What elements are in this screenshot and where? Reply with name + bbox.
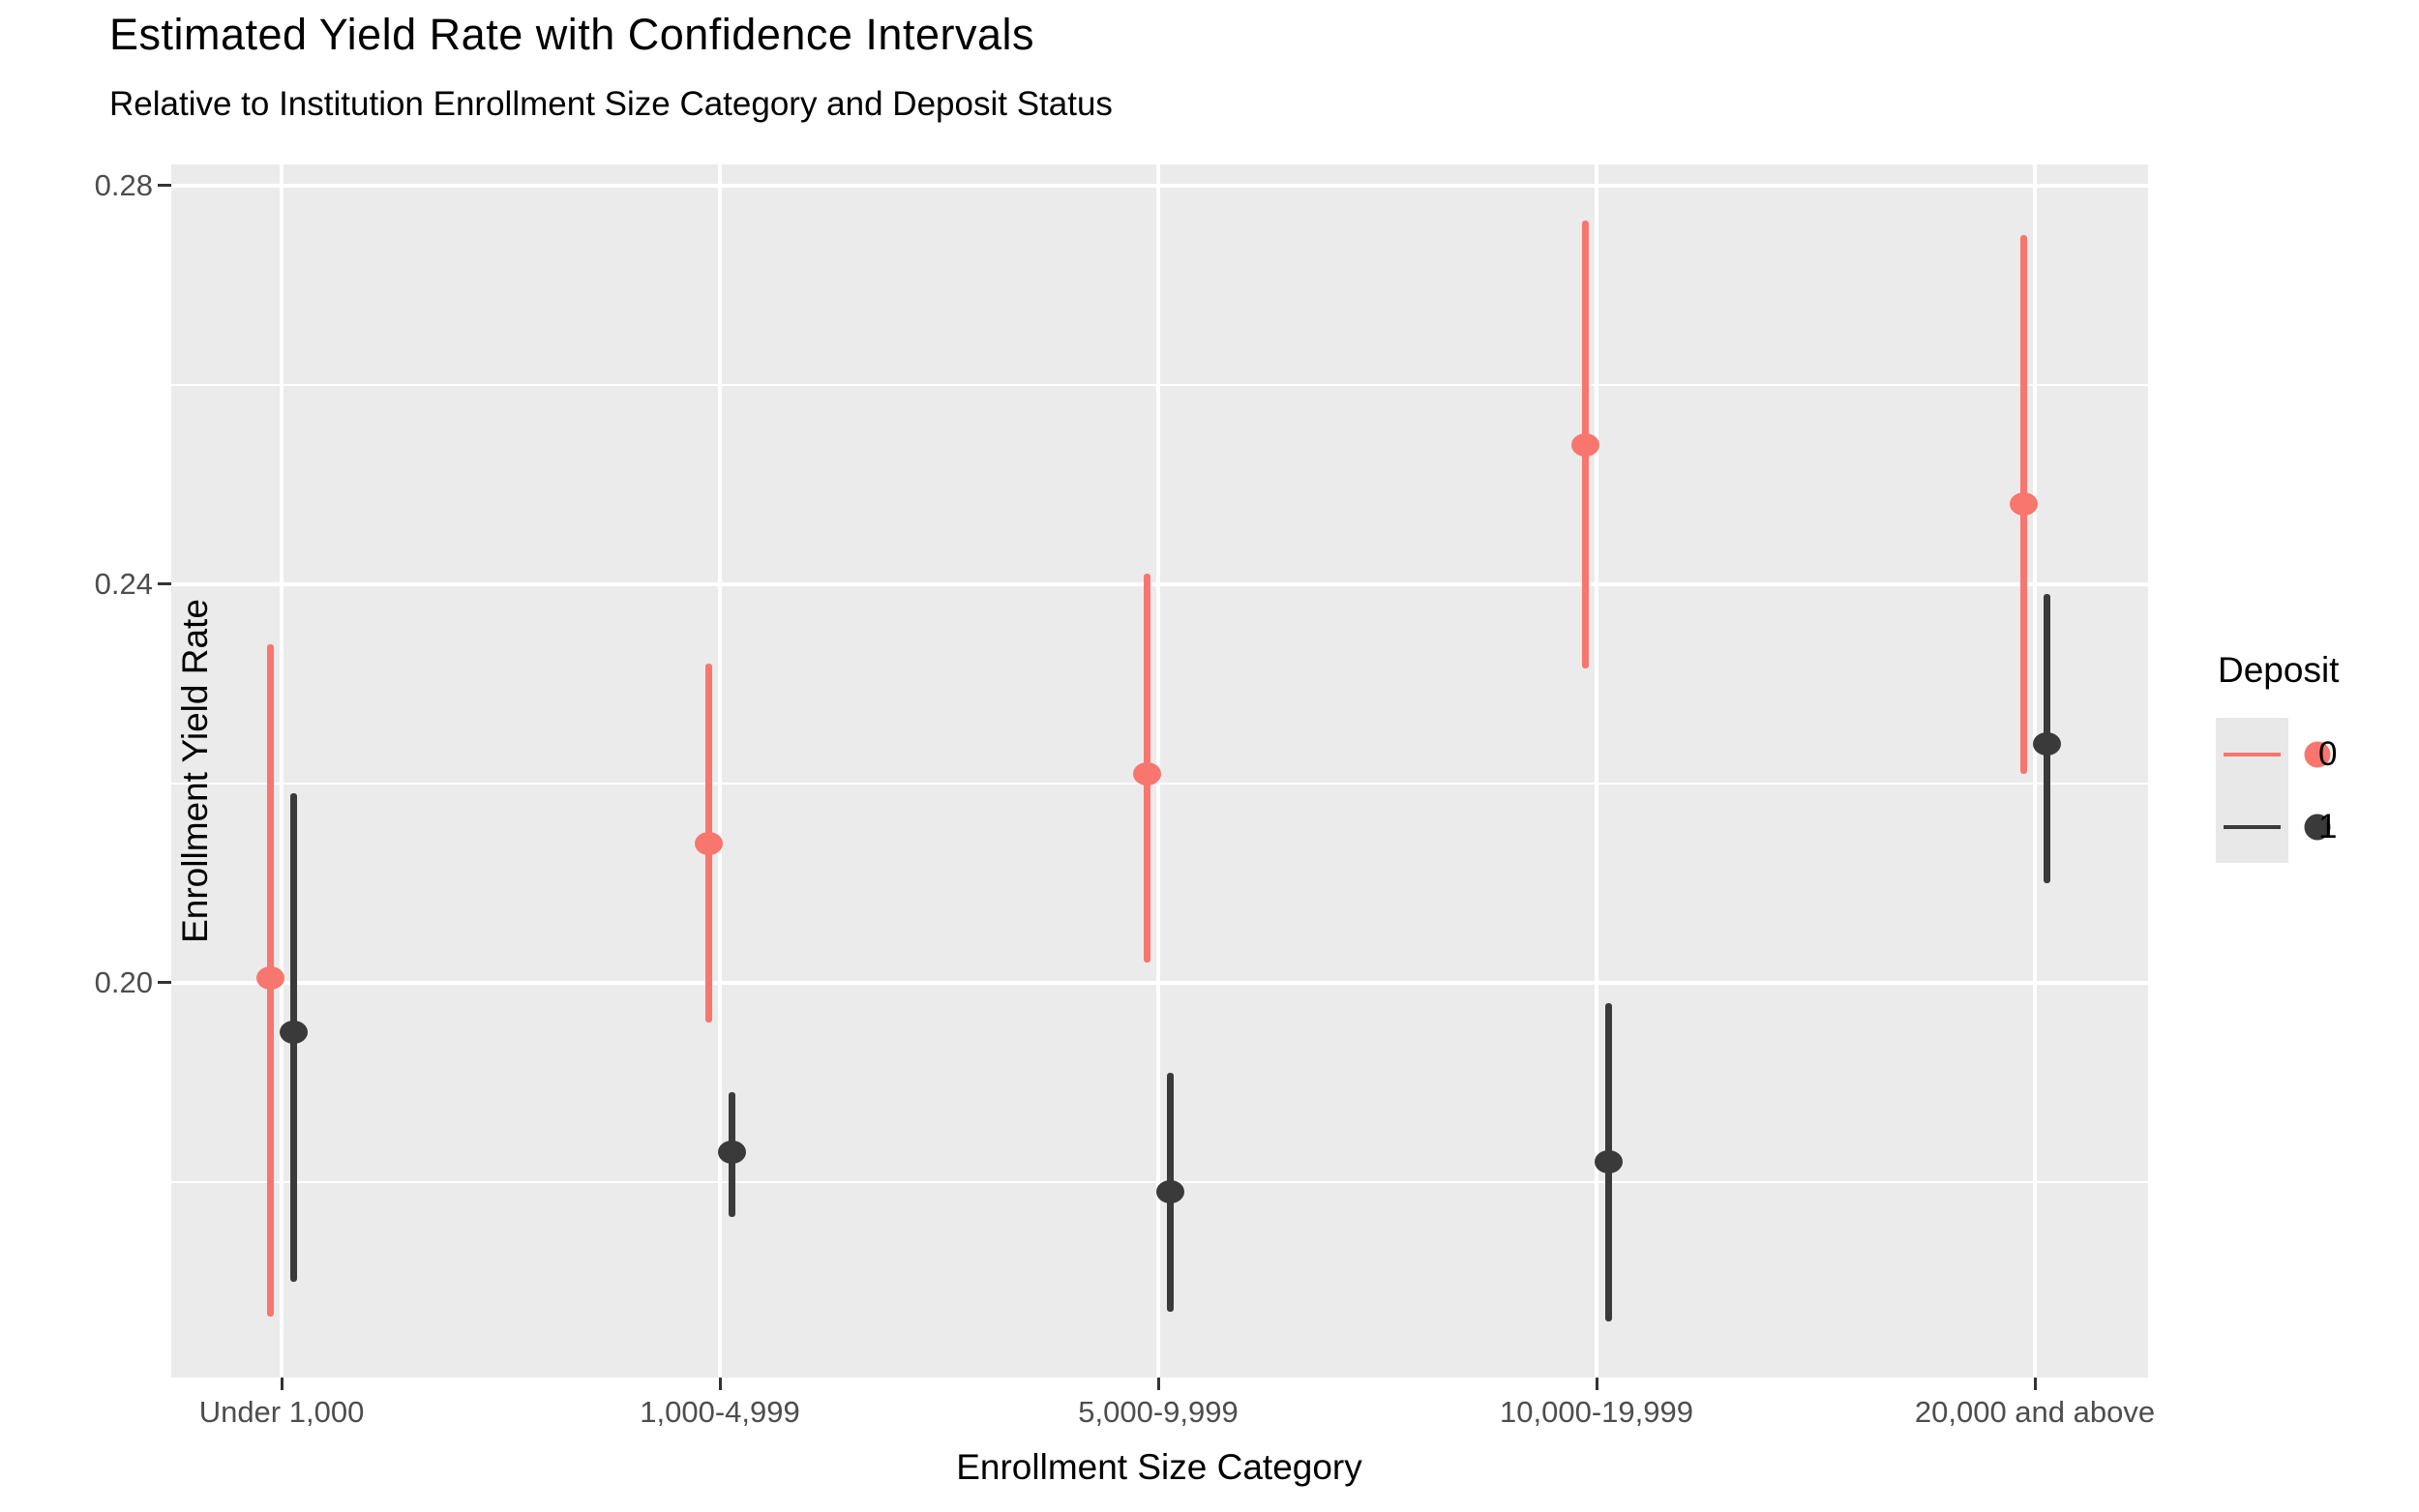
- x-tick-mark: [718, 1378, 722, 1390]
- estimate-dot-deposit-1: [279, 1021, 308, 1045]
- legend-entry-label: 1: [2318, 808, 2338, 845]
- estimate-dot-deposit-0: [1132, 761, 1161, 786]
- legend-entry-label: 0: [2318, 735, 2338, 773]
- chart-subtitle: Relative to Institution Enrollment Size …: [109, 85, 1113, 123]
- legend-title: Deposit: [2218, 650, 2340, 690]
- x-tick-label: 5,000-9,999: [1078, 1395, 1239, 1429]
- plot-panel: [171, 164, 2148, 1378]
- estimate-dot-deposit-1: [717, 1141, 746, 1165]
- estimate-dot-deposit-1: [1155, 1180, 1184, 1204]
- legend-entry: 1: [2216, 790, 2419, 863]
- y-axis-title: Enrollment Yield Rate: [174, 599, 215, 943]
- y-tick-label: 0.28: [94, 167, 153, 202]
- x-tick-label: Under 1,000: [198, 1395, 365, 1429]
- estimate-dot-deposit-0: [255, 965, 284, 990]
- estimate-dot-deposit-1: [1594, 1150, 1623, 1174]
- y-tick-label: 0.24: [94, 566, 153, 601]
- legend-entry: 0: [2216, 718, 2419, 790]
- estimate-dot-deposit-0: [1570, 432, 1599, 457]
- legend-key-line: [2224, 824, 2281, 829]
- x-tick-mark: [280, 1378, 284, 1390]
- chart-title: Estimated Yield Rate with Confidence Int…: [109, 10, 1034, 59]
- category-gridline: [2033, 164, 2037, 1378]
- estimate-dot-deposit-1: [2032, 731, 2061, 756]
- x-tick-label: 10,000-19,999: [1500, 1395, 1693, 1429]
- x-tick-mark: [1156, 1378, 1160, 1390]
- estimate-dot-deposit-0: [694, 831, 723, 855]
- y-tick-mark: [158, 981, 171, 985]
- x-tick-label: 20,000 and above: [1914, 1395, 2156, 1429]
- y-tick-mark: [158, 184, 171, 188]
- legend-key-dot-icon: [2304, 741, 2331, 767]
- x-tick-label: 1,000-4,999: [640, 1395, 800, 1429]
- category-gridline: [718, 164, 722, 1378]
- y-tick-label: 0.20: [94, 964, 153, 999]
- category-gridline: [1595, 164, 1598, 1378]
- x-tick-mark: [2033, 1378, 2037, 1390]
- y-tick-mark: [158, 582, 171, 586]
- estimate-dot-deposit-0: [2009, 492, 2038, 517]
- legend-key-dot-icon: [2304, 814, 2331, 840]
- x-axis-title: Enrollment Size Category: [956, 1447, 1362, 1487]
- x-tick-mark: [1595, 1378, 1598, 1390]
- category-gridline: [280, 164, 284, 1378]
- legend-key-line: [2224, 752, 2281, 756]
